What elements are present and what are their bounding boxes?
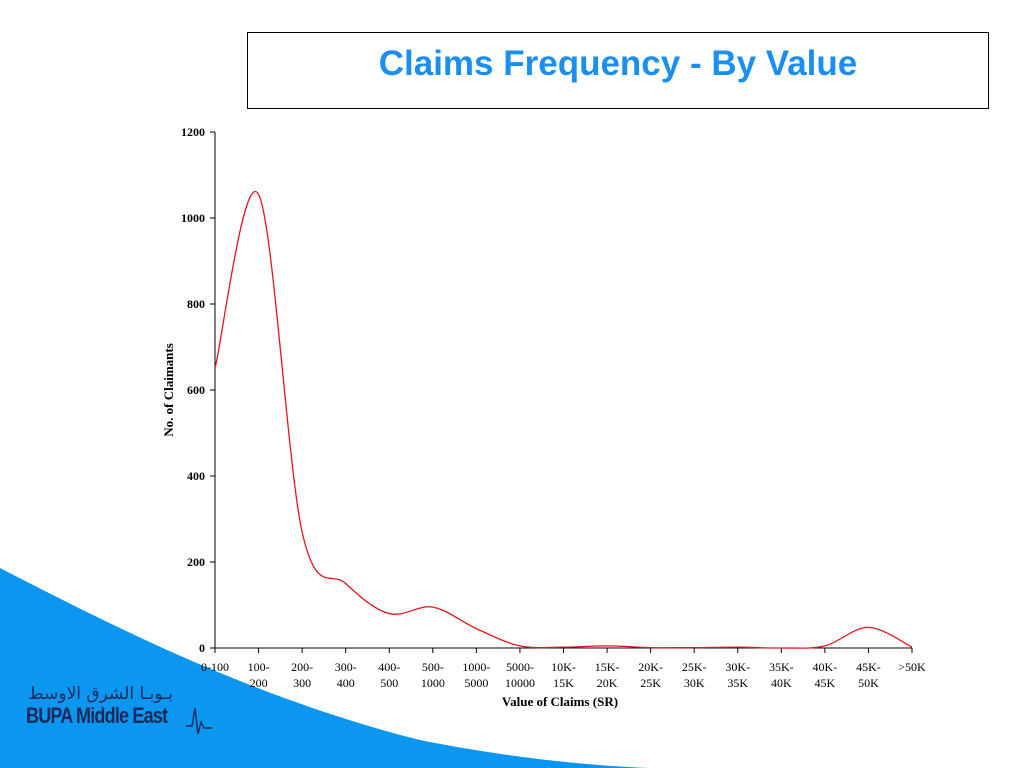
data-points: [215, 194, 912, 648]
heartbeat-pulse-icon: [186, 707, 212, 735]
y-tick-label: 600: [187, 383, 205, 397]
x-tick-label: 300-400: [335, 660, 357, 690]
y-tick-label: 1200: [181, 125, 205, 139]
y-axis-ticks: 0 200 400 600 800 1000 1200: [181, 125, 215, 655]
x-tick-label: 45K-50K: [856, 660, 881, 690]
x-axis-ticks: 0-100 100-200 200-300 300-400 400-500 500-100…: [201, 648, 926, 690]
y-tick-label: 400: [187, 469, 205, 483]
y-tick-label: 200: [187, 555, 205, 569]
y-tick-label: 800: [187, 297, 205, 311]
y-tick-label: 1000: [181, 211, 205, 225]
title-box: Claims Frequency - By Value: [247, 32, 989, 109]
x-tick-label: 200-300: [291, 660, 313, 690]
x-tick-label: 10K-15K: [551, 660, 576, 690]
y-axis-title: No. of Claimants: [161, 343, 176, 437]
y-tick-label: 0: [199, 641, 205, 655]
bupa-logo: بـوبـا الشرق الاوسط BUPA Middle East: [26, 684, 212, 735]
x-tick-label: 30K-35K: [725, 660, 750, 690]
x-axis-title: Value of Claims (SR): [502, 694, 618, 709]
x-tick-label: 25K-30K: [682, 660, 707, 690]
logo-english-text: BUPA Middle East: [26, 703, 168, 728]
x-tick-label: 40K-45K: [813, 660, 838, 690]
x-tick-label: 1000-5000: [462, 660, 490, 690]
x-tick-label: 35K-40K: [769, 660, 794, 690]
slide-title: Claims Frequency - By Value: [378, 43, 858, 83]
x-tick-label: 500-1000: [421, 660, 445, 690]
logo-arabic-text: بـوبـا الشرق الاوسط: [28, 684, 173, 704]
x-tick-label: 0-100: [201, 660, 229, 674]
x-tick-label: 100-200: [248, 660, 270, 690]
x-tick-label: 15K-20K: [595, 660, 620, 690]
series-line: [214, 190, 913, 649]
x-tick-label: 20K-25K: [638, 660, 663, 690]
x-tick-label: 400-500: [378, 660, 400, 690]
x-tick-label: >50K: [898, 660, 926, 674]
x-tick-label: 5000-10000: [505, 660, 535, 690]
